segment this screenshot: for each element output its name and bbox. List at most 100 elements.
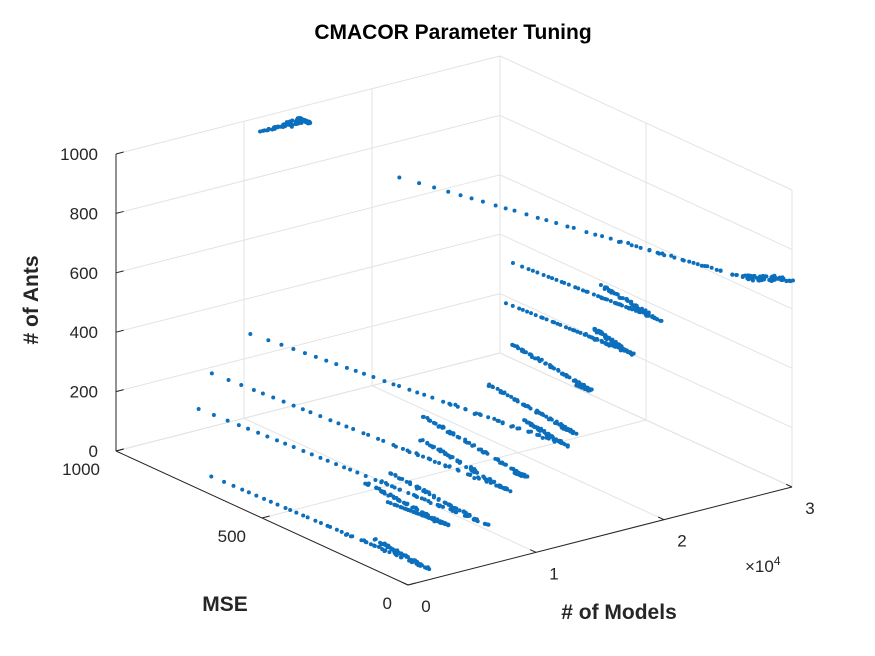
data-point bbox=[291, 445, 296, 450]
data-point bbox=[464, 465, 469, 470]
data-point bbox=[487, 382, 492, 387]
data-point bbox=[266, 338, 271, 343]
data-point bbox=[540, 435, 545, 440]
data-point bbox=[318, 521, 323, 526]
x-tick-mark bbox=[401, 581, 409, 586]
data-point bbox=[528, 421, 533, 426]
y-tick-label: 0 bbox=[383, 594, 392, 613]
data-point bbox=[226, 377, 231, 382]
data-point bbox=[544, 435, 549, 440]
sidewall-gridline-z bbox=[499, 233, 793, 369]
data-point bbox=[342, 465, 347, 470]
data-point bbox=[552, 320, 557, 325]
data-point bbox=[503, 206, 508, 211]
data-point bbox=[730, 272, 735, 277]
data-point bbox=[431, 444, 436, 449]
data-point bbox=[639, 306, 644, 311]
data-point bbox=[573, 285, 578, 290]
data-point bbox=[222, 479, 227, 484]
data-point bbox=[487, 477, 492, 482]
data-point bbox=[393, 473, 398, 478]
data-point bbox=[435, 517, 440, 522]
data-point bbox=[406, 491, 411, 496]
data-point bbox=[361, 371, 366, 376]
data-point bbox=[495, 386, 500, 391]
data-point bbox=[541, 272, 546, 277]
data-point bbox=[646, 310, 651, 315]
data-point bbox=[574, 431, 579, 436]
data-point bbox=[395, 548, 400, 553]
data-point bbox=[425, 513, 430, 518]
data-point bbox=[318, 455, 323, 460]
data-point bbox=[432, 185, 437, 190]
data-point bbox=[428, 443, 433, 448]
data-point bbox=[343, 532, 348, 537]
data-point bbox=[381, 438, 386, 443]
data-point bbox=[580, 288, 585, 293]
data-point bbox=[603, 333, 608, 338]
data-point bbox=[401, 500, 406, 505]
data-point bbox=[355, 470, 360, 475]
data-point bbox=[308, 410, 313, 415]
data-point bbox=[480, 199, 485, 204]
data-point bbox=[508, 489, 513, 494]
data-point bbox=[643, 308, 648, 313]
data-point bbox=[412, 558, 417, 563]
data-point bbox=[420, 438, 425, 443]
data-point bbox=[575, 329, 580, 334]
data-point bbox=[260, 391, 265, 396]
data-point bbox=[607, 343, 612, 348]
data-point bbox=[624, 296, 629, 301]
data-point bbox=[468, 472, 473, 477]
data-point bbox=[441, 399, 446, 404]
data-point bbox=[483, 521, 488, 526]
data-point bbox=[493, 203, 498, 208]
data-point bbox=[334, 462, 339, 467]
data-point bbox=[609, 288, 614, 293]
data-point bbox=[382, 379, 387, 384]
data-point bbox=[351, 427, 356, 432]
data-point bbox=[440, 520, 445, 525]
data-point bbox=[411, 505, 416, 510]
data-point bbox=[529, 311, 534, 316]
data-point bbox=[457, 508, 462, 513]
data-point bbox=[535, 425, 540, 430]
data-point bbox=[336, 421, 341, 426]
data-point bbox=[564, 373, 569, 378]
data-point bbox=[616, 240, 621, 245]
data-point bbox=[472, 466, 477, 471]
data-point bbox=[446, 189, 451, 194]
data-point bbox=[709, 265, 714, 270]
data-point bbox=[339, 529, 344, 534]
data-point bbox=[576, 286, 581, 291]
data-point bbox=[431, 420, 436, 425]
data-point bbox=[417, 181, 422, 186]
data-point bbox=[498, 388, 503, 393]
data-point bbox=[561, 424, 566, 429]
data-point bbox=[672, 255, 677, 260]
data-point bbox=[486, 415, 491, 420]
data-point bbox=[647, 247, 652, 252]
data-point bbox=[246, 490, 251, 495]
data-point bbox=[421, 489, 426, 494]
data-point bbox=[515, 426, 520, 431]
data-point bbox=[251, 388, 256, 393]
data-point bbox=[225, 418, 230, 423]
floor-gridline-y bbox=[261, 419, 647, 519]
data-point bbox=[590, 335, 595, 340]
data-point bbox=[752, 273, 757, 278]
sidewall-gridline-z bbox=[499, 174, 793, 310]
data-point bbox=[608, 236, 613, 241]
data-point bbox=[554, 419, 559, 424]
data-point bbox=[318, 414, 323, 419]
data-point bbox=[309, 452, 314, 457]
data-point bbox=[615, 292, 620, 297]
data-point bbox=[503, 486, 508, 491]
z-tick-mark bbox=[115, 389, 124, 393]
data-point bbox=[566, 282, 571, 287]
data-point bbox=[392, 496, 397, 501]
backwall-gridline-z bbox=[115, 114, 501, 214]
data-point bbox=[408, 480, 413, 485]
y-tick-label: 500 bbox=[218, 527, 246, 546]
